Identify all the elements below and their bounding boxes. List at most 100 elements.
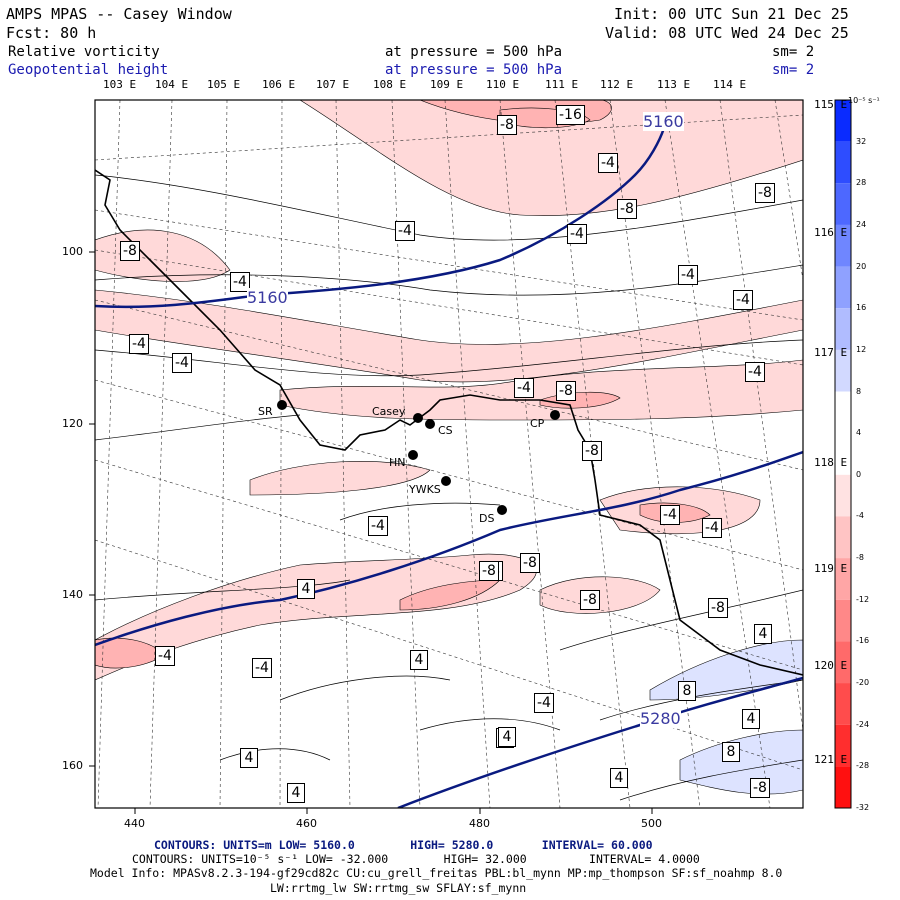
valid-time: Valid: 08 UTC Wed 24 Dec 25: [605, 24, 849, 42]
station-label: SR: [258, 405, 273, 418]
longitude-label: 111 E: [545, 78, 579, 91]
colorbar-label: -24: [856, 719, 870, 729]
colorbar-label: 16: [856, 303, 867, 313]
colorbar-swatch: [835, 100, 851, 142]
longitude-label: 103 E: [103, 78, 137, 91]
vorticity-contour-label: -4: [129, 334, 149, 354]
footer-vort-interval: INTERVAL= 4.0000: [589, 852, 700, 866]
vorticity-contour-label: -4: [598, 153, 618, 173]
y-tick-label: 100: [62, 245, 83, 258]
colorbar-label: -4: [856, 511, 864, 521]
vorticity-contour-label: -8: [755, 183, 775, 203]
colorbar-swatch: [835, 474, 851, 517]
longitude-label: 115 E: [814, 98, 848, 111]
station-label: CS: [438, 424, 453, 437]
footer-height-high: HIGH= 5280.0: [410, 838, 494, 852]
longitude-label: 116 E: [814, 226, 848, 239]
colorbar-label: -12: [856, 594, 870, 604]
vorticity-contour-label: -4: [534, 693, 554, 713]
vorticity-contour-label: -8: [750, 778, 770, 798]
field2-smoothing: sm= 2: [772, 62, 815, 78]
vorticity-contour-label: 4: [297, 579, 315, 599]
longitude-label: 113 E: [657, 78, 691, 91]
vorticity-contour-label: -4: [745, 362, 765, 382]
colorbar-label: -8: [856, 553, 864, 563]
longitude-label: 120 E: [814, 659, 848, 672]
vorticity-contour-label: -4: [155, 646, 175, 666]
footer-height-low: LOW= 5160.0: [278, 838, 355, 852]
colorbar-label: -32: [856, 803, 870, 812]
axis-ticks: [89, 251, 653, 814]
colorbar-label: 20: [856, 261, 867, 271]
longitude-label: 112 E: [600, 78, 634, 91]
colorbar-swatch: [835, 141, 851, 184]
vorticity-contour-label: -8: [708, 598, 728, 618]
station-label: Casey: [372, 405, 406, 418]
vorticity-contour-label: -8: [520, 553, 540, 573]
longitude-label: 107 E: [316, 78, 350, 91]
colorbar-swatch: [835, 766, 851, 808]
colorbar-label: -20: [856, 678, 870, 688]
colorbar-swatch: [835, 683, 851, 725]
vorticity-contour-label: -8: [617, 199, 637, 219]
init-time: Init: 00 UTC Sun 21 Dec 25: [614, 5, 849, 23]
colorbar-swatch: [835, 516, 851, 559]
footer-vort-low: LOW= -32.000: [305, 852, 389, 866]
vorticity-contour-label: -4: [660, 505, 680, 525]
vorticity-contour-label: 4: [287, 783, 305, 803]
longitude-label: 106 E: [262, 78, 296, 91]
station-markers: [277, 400, 560, 515]
colorbar-swatch: [835, 641, 851, 684]
colorbar-swatch: [835, 599, 851, 642]
footer-height-interval: INTERVAL= 60.000: [541, 838, 653, 852]
footer-vort-high: HIGH= 32.000: [443, 852, 527, 866]
vorticity-contour-label: 4: [410, 650, 428, 670]
colorbar-label: -16: [856, 636, 870, 646]
colorbar-swatch: [835, 724, 851, 767]
colorbar-label: 0: [856, 469, 862, 479]
x-tick-label: 460: [296, 817, 317, 830]
station-label: HN: [389, 456, 406, 469]
x-tick-label: 500: [641, 817, 662, 830]
longitude-label: 118 E: [814, 456, 848, 469]
vorticity-contour-label: -4: [514, 378, 534, 398]
field2-level: at pressure = 500 hPa: [385, 62, 563, 78]
footer-vort-label: CONTOURS:: [132, 852, 195, 866]
station-label: DS: [479, 512, 495, 525]
colorbar-swatch: [835, 224, 851, 267]
vorticity-contour-label: 4: [240, 748, 258, 768]
vorticity-contour-label: -8: [582, 441, 602, 461]
colorbar-swatch: [835, 433, 851, 475]
vorticity-contour-label: -8: [580, 590, 600, 610]
vorticity-contour-label: 4: [610, 768, 628, 788]
height-contour-label: 5160: [247, 288, 288, 307]
colorbar-frame: [834, 99, 852, 809]
field2-name: Geopotential height: [8, 62, 169, 78]
colorbar: [834, 99, 852, 809]
vorticity-contour-label: -4: [172, 353, 192, 373]
y-tick-label: 160: [62, 759, 83, 772]
vorticity-contour-label: -8: [497, 115, 517, 135]
colorbar-label: 12: [856, 344, 867, 354]
colorbar-swatch: [835, 308, 851, 350]
colorbar-label: 4: [856, 428, 862, 438]
longitude-label: 119 E: [814, 562, 848, 575]
vorticity-contours: [95, 174, 803, 801]
vorticity-contour-label: -8: [556, 381, 576, 401]
vorticity-contour-label: 8: [722, 742, 740, 762]
longitude-label: 121 E: [814, 753, 848, 766]
colorbar-label: 8: [856, 386, 862, 396]
x-tick-label: 440: [124, 817, 145, 830]
field1-smoothing: sm= 2: [772, 44, 815, 60]
height-contour-label: 5280: [640, 709, 681, 728]
vorticity-contour-label: -4: [678, 265, 698, 285]
colorbar-swatch: [835, 391, 851, 434]
vorticity-contour-label: -8: [120, 241, 140, 261]
footer-height-units: UNITS=m: [223, 838, 272, 852]
model-info: Model Info: MPASv8.2.3-194-gf29cd82c CU:…: [90, 866, 783, 880]
station-label: YWKS: [409, 483, 441, 496]
x-tick-label: 480: [469, 817, 490, 830]
vorticity-contour-label: -8: [479, 561, 499, 581]
footer-vort-units: UNITS=10⁻⁵ s⁻¹: [201, 852, 299, 866]
